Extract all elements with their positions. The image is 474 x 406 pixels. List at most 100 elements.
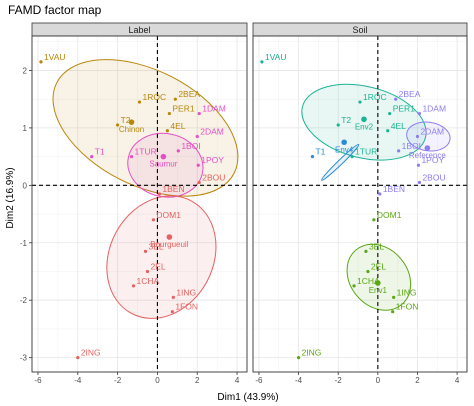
data-point xyxy=(39,60,43,64)
group-centroid xyxy=(424,145,431,151)
point-label: DOM1 xyxy=(156,210,181,220)
data-point xyxy=(310,155,315,159)
data-point xyxy=(143,249,148,253)
x-tick-label: -2 xyxy=(335,376,343,385)
chart-title: FAMD factor map xyxy=(8,3,102,17)
point-label: 1POY xyxy=(421,155,444,165)
point-label: 1FON xyxy=(396,302,419,312)
point-label: 3EL xyxy=(148,241,163,251)
panel-border xyxy=(31,35,248,373)
x-tick-label: 0 xyxy=(376,376,381,385)
data-point xyxy=(116,123,120,127)
x-tick-label: 2 xyxy=(415,376,420,385)
x-tick-label: -4 xyxy=(74,376,82,385)
data-point xyxy=(391,310,395,314)
point-label: DOM1 xyxy=(377,210,402,220)
point-label: 1ING xyxy=(397,287,417,297)
data-point xyxy=(364,249,368,253)
point-label: 1ING xyxy=(176,287,196,297)
x-tick-label: 4 xyxy=(235,376,240,385)
data-point xyxy=(196,163,200,167)
group-label: Bourgueuil xyxy=(150,240,188,249)
point-label: 1VAU xyxy=(44,52,66,62)
confidence-ellipse xyxy=(321,143,360,181)
point-label: 1BOI xyxy=(402,141,421,151)
y-axis-title: Dim2 (16.9%) xyxy=(5,167,16,228)
point-label: 2BOU xyxy=(202,172,225,182)
point-label: 2EL xyxy=(371,261,386,271)
data-point xyxy=(296,356,301,360)
point-label: 1VAU xyxy=(265,52,287,62)
x-tick-label: 0 xyxy=(155,376,160,385)
data-point xyxy=(90,155,94,159)
data-point xyxy=(397,149,401,153)
confidence-ellipse xyxy=(106,195,217,319)
data-point xyxy=(378,192,382,196)
data-point xyxy=(173,97,177,101)
data-point xyxy=(165,129,169,133)
data-point xyxy=(352,284,356,288)
x-tick-label: -4 xyxy=(295,376,303,385)
confidence-ellipse xyxy=(406,121,451,152)
confidence-ellipse xyxy=(52,59,239,197)
point-label: 2ING xyxy=(81,348,101,358)
group-label: Env2 xyxy=(355,122,374,131)
data-point xyxy=(417,180,422,185)
y-tick-label: 1 xyxy=(23,124,28,133)
data-point xyxy=(176,149,180,153)
point-label: 1CHA xyxy=(137,276,160,286)
data-point xyxy=(197,180,201,185)
point-label: 1FON xyxy=(175,302,198,312)
x-axis-title: Dim1 (43.9%) xyxy=(217,392,278,403)
point-label: 2DAM xyxy=(420,127,444,137)
group-label: Env4 xyxy=(335,145,354,154)
data-point xyxy=(417,111,422,116)
point-label: 2EL xyxy=(150,261,165,271)
group-label: Chinon xyxy=(119,125,144,134)
data-point xyxy=(358,100,362,104)
panel-background xyxy=(253,36,467,372)
group-label: Reference xyxy=(409,151,446,160)
confidence-ellipse xyxy=(346,243,412,311)
point-label: T1 xyxy=(315,147,325,157)
point-label: 1ROC xyxy=(143,92,167,102)
data-point xyxy=(394,97,398,101)
x-tick-label: -6 xyxy=(34,376,42,385)
data-point xyxy=(260,60,264,64)
point-label: 1TUR xyxy=(135,147,157,157)
point-label: 1CHA xyxy=(357,276,380,286)
data-point xyxy=(350,155,354,159)
point-label: 4EL xyxy=(391,121,406,131)
data-point xyxy=(129,155,134,159)
x-tick-label: -6 xyxy=(255,376,263,385)
data-point xyxy=(416,163,421,167)
data-point xyxy=(131,284,136,288)
group-centroid xyxy=(375,280,381,286)
point-label: 2ING xyxy=(302,348,322,358)
data-point xyxy=(388,111,392,116)
group-label: Saumur xyxy=(149,160,177,169)
point-label: T1 xyxy=(95,147,105,157)
group-centroid xyxy=(160,153,167,160)
confidence-ellipse xyxy=(301,83,427,161)
point-label: T2 xyxy=(341,115,351,125)
facet-soil: Soil 1VAU 1ROC 2BEA PER1 T2 4EL 1DAM 2DAM 1BOI T1 1… xyxy=(252,22,468,385)
group-centroid xyxy=(341,139,347,146)
point-label: 2BOU xyxy=(422,172,445,182)
y-tick-label: -3 xyxy=(20,354,28,363)
x-tick-label: 4 xyxy=(455,376,460,385)
group-label: Env1 xyxy=(369,286,388,295)
facet-strip-label: Soil xyxy=(352,25,367,35)
point-label: PER1 xyxy=(172,104,194,114)
x-tick-label: 2 xyxy=(195,376,200,385)
point-label: PER1 xyxy=(393,104,415,114)
data-point xyxy=(76,356,80,360)
data-point xyxy=(336,123,340,127)
point-label: T2 xyxy=(121,115,131,125)
point-label: 1BEN xyxy=(383,184,405,194)
data-point xyxy=(372,218,376,222)
data-point xyxy=(195,134,199,139)
point-label: 1ROC xyxy=(363,92,387,102)
